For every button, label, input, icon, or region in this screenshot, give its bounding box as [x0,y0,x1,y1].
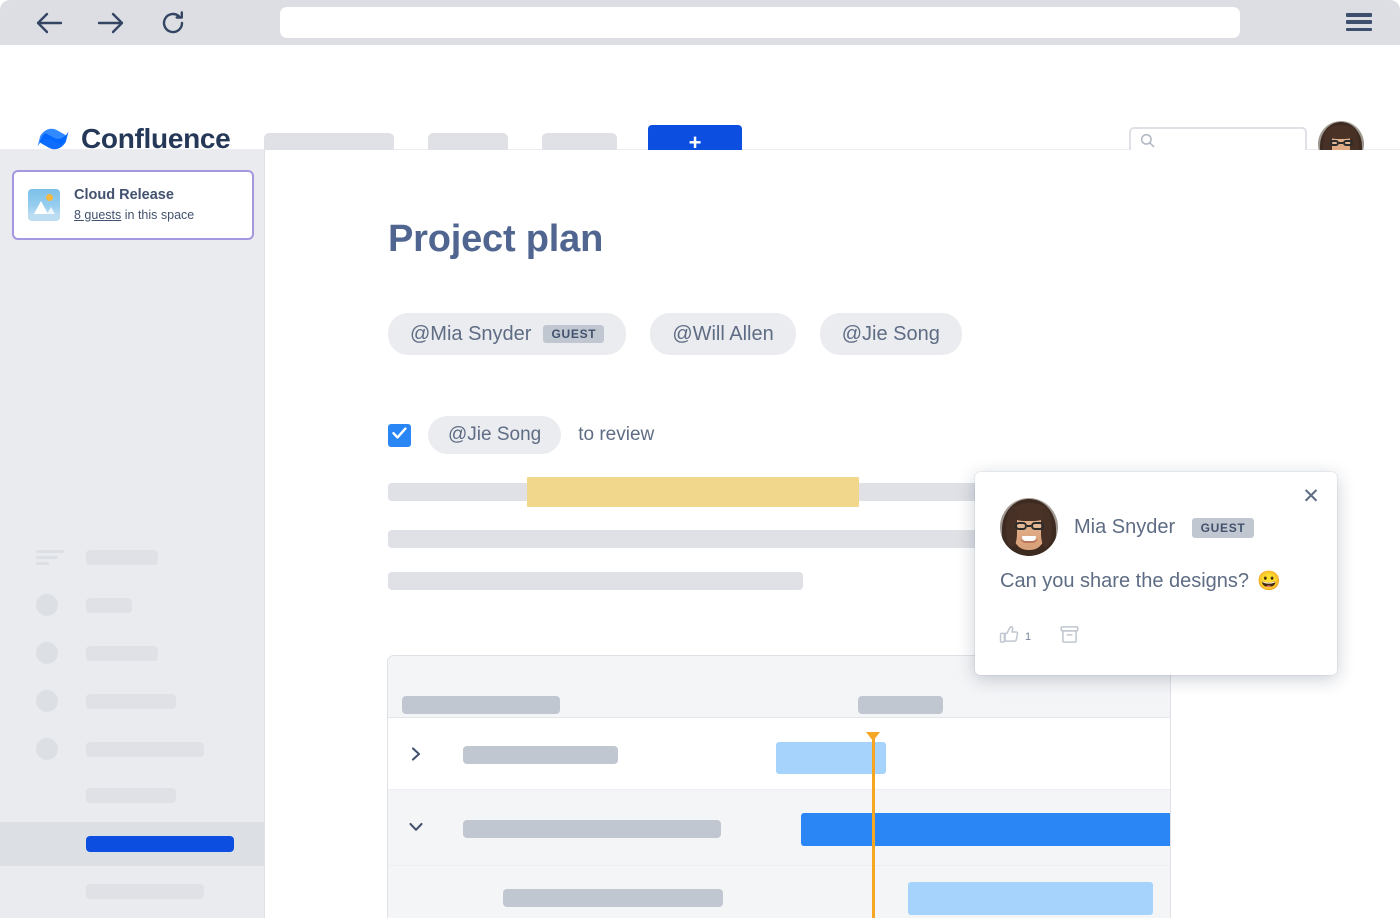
sidebar-item-7[interactable] [86,884,204,899]
forward-button[interactable] [90,6,132,40]
checkmark-icon [392,426,407,444]
mention-chip-will[interactable]: @Will Allen [650,313,796,355]
sidebar-item-2[interactable] [36,594,132,616]
smile-emoji-icon: 😀 [1257,571,1281,592]
comment-text: Can you share the designs? [1000,569,1250,592]
resolve-button[interactable] [1059,624,1080,650]
today-marker-line [872,738,875,918]
browser-chrome [0,0,1400,45]
sidebar-item-6[interactable] [86,788,176,803]
browser-menu-button[interactable] [1346,11,1372,33]
space-sub-suffix: in this space [121,207,195,222]
mention-chip-jie[interactable]: @Jie Song [819,313,962,355]
comment-author-name: Mia Snyder [1074,515,1176,538]
mention-label: @Mia Snyder [410,322,532,345]
task-item: @Jie Song to review [388,416,654,454]
chevron-right-icon[interactable] [408,746,424,762]
avatar [1000,498,1058,556]
gantt-row[interactable] [388,790,1170,866]
search-icon [1140,133,1155,153]
search-input[interactable] [1161,135,1305,151]
space-card[interactable]: Cloud Release 8 guests in this space [12,170,254,240]
brand-home-link[interactable]: Confluence [36,123,231,155]
primary-nav [264,133,617,153]
like-count: 1 [1025,631,1032,643]
sidebar: Cloud Release 8 guests in this space [0,150,265,918]
gantt-chart [387,655,1171,918]
today-marker-icon [866,732,880,741]
task-text: to review [578,424,655,445]
comment-popup: ✕ Mia Snyder GUEST Can you share the des… [975,472,1337,675]
space-guests-line: 8 guests in this space [74,208,194,223]
nav-item-1[interactable] [264,133,394,153]
task-mention-chip[interactable]: @Jie Song [428,416,562,454]
browser-nav-buttons [28,0,194,45]
guest-badge: GUEST [543,325,605,343]
reload-button[interactable] [152,6,194,40]
nav-item-2[interactable] [428,133,508,153]
sidebar-item-4[interactable] [36,690,176,712]
app-header: Confluence + [0,45,1400,167]
comment-body: Can you share the designs? 😀 [1000,569,1281,593]
mention-label: @Will Allen [672,322,774,345]
sidebar-lines-icon [36,550,64,568]
gantt-bar[interactable] [908,882,1153,915]
comment-author-row: Mia Snyder GUEST [1000,498,1255,556]
sidebar-item-5[interactable] [36,738,204,760]
guests-link[interactable]: 8 guests [74,207,122,222]
like-button[interactable]: 1 [999,625,1031,650]
space-title: Cloud Release [74,187,174,204]
page-title: Project plan [388,218,604,260]
gantt-bar[interactable] [801,813,1170,846]
reload-icon [160,10,186,36]
mention-label: @Jie Song [841,322,940,345]
archive-icon [1059,624,1080,650]
close-icon[interactable]: ✕ [1302,484,1320,508]
url-input[interactable] [280,7,1240,38]
sidebar-item-selected[interactable] [0,822,264,866]
sidebar-item-1[interactable] [86,550,158,565]
confluence-logo-icon [36,124,70,154]
paragraph-placeholder-3 [388,572,803,590]
mentions-row: @Mia Snyder GUEST @Will Allen @Jie Song [388,313,962,355]
nav-item-3[interactable] [542,133,617,153]
space-mountain-icon [28,189,60,221]
task-checkbox[interactable] [388,423,411,447]
arrow-right-icon [96,10,126,36]
gantt-row[interactable] [388,866,1170,918]
comment-actions: 1 [999,624,1080,650]
status-badge: GUEST [1191,518,1255,539]
arrow-left-icon [34,10,64,36]
gantt-bar[interactable] [776,742,886,774]
brand-name: Confluence [81,123,231,154]
hamburger-menu-icon [1346,13,1372,17]
sidebar-item-3[interactable] [36,642,158,664]
back-button[interactable] [28,6,70,40]
gantt-row[interactable] [388,718,1170,790]
chevron-down-icon[interactable] [408,819,424,835]
thumbs-up-icon [999,625,1020,650]
text-highlight[interactable] [527,477,859,507]
mention-chip-mia[interactable]: @Mia Snyder GUEST [388,313,627,355]
